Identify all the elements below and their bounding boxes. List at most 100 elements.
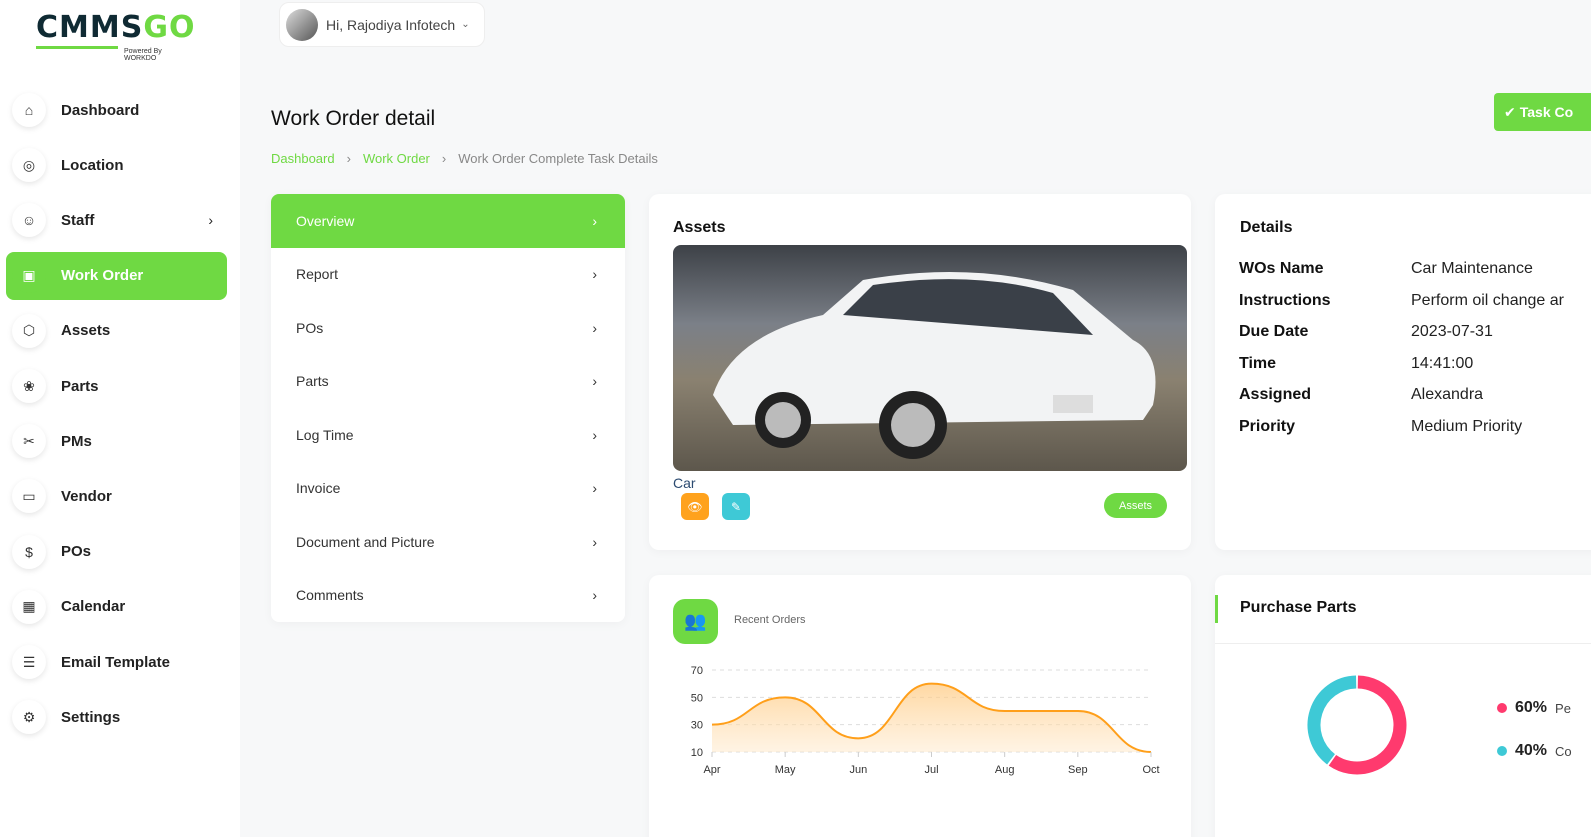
y-tick-label: 30	[691, 720, 703, 732]
x-tick-label: Aug	[995, 764, 1015, 776]
users-icon: 👥	[673, 599, 718, 644]
card-icon: ▭	[12, 479, 46, 514]
sidebar-item-calendar[interactable]: ▦ Calendar	[6, 583, 227, 631]
chevron-down-icon: ⌄	[461, 19, 470, 30]
menu-item-pos[interactable]: POs ›	[296, 319, 597, 336]
sidebar-item-work-order[interactable]: ▣ Work Order	[6, 251, 227, 300]
view-button[interactable]: 👁	[681, 493, 709, 520]
chevron-right-icon: ›	[208, 212, 213, 229]
menu-item-parts[interactable]: Parts ›	[296, 373, 597, 390]
recent-orders-card: 👥 Recent Orders 10 30 50 70 Apr May Jun Jul Aug S…	[649, 575, 1191, 837]
sidebar-item-label: POs	[61, 543, 92, 561]
sidebar-item-label: Settings	[61, 708, 121, 726]
breadcrumb-work-order[interactable]: Work Order	[362, 151, 430, 166]
sidebar-item-label: Work Order	[61, 267, 144, 285]
edit-icon: ✎	[730, 499, 742, 514]
breadcrumb-current: Work Order Complete Task Details	[458, 151, 658, 166]
legend-dot	[1497, 746, 1507, 756]
detail-row: Due Date 2023-07-31	[1239, 323, 1493, 341]
sidebar-item-label: Calendar	[61, 598, 126, 616]
y-tick-label: 50	[691, 692, 703, 704]
chevron-right-icon: ›	[592, 373, 597, 390]
chart-title: Recent Orders	[734, 614, 806, 626]
detail-row: Instructions Perform oil change ar	[1239, 291, 1564, 309]
sidebar-item-location[interactable]: ◎ Location	[6, 141, 227, 189]
menu-item-document-and-picture[interactable]: Document and Picture ›	[296, 533, 597, 550]
area-chart: 10 30 50 70 Apr May Jun Jul Aug Sep Oct	[691, 665, 1160, 776]
legend-dot	[1497, 703, 1507, 713]
chevron-right-icon: ›	[592, 266, 597, 283]
sidebar-item-label: Staff	[61, 211, 95, 229]
x-tick-label: Sep	[1068, 764, 1088, 776]
y-tick-label: 70	[691, 665, 703, 677]
avatar	[286, 8, 318, 41]
menu-item-overview[interactable]: Overview ›	[271, 194, 625, 248]
clipboard-icon: ▣	[12, 258, 46, 293]
assets-badge-button[interactable]: Assets	[1104, 493, 1167, 518]
logo[interactable]: CMMSGO Powered By WORKDO	[36, 10, 196, 62]
legend-item: 40% Co	[1497, 742, 1572, 760]
donut-slice	[1307, 675, 1357, 765]
area-fill	[712, 683, 1151, 752]
breadcrumb: Dashboard › Work Order › Work Order Comple…	[271, 151, 658, 166]
sidebar-item-email-template[interactable]: ☰ Email Template	[6, 638, 227, 686]
sidebar-item-staff[interactable]: ☺ Staff ›	[6, 196, 227, 244]
details-card: Details WOs Name Car Maintenance Instructi…	[1215, 194, 1591, 550]
home-icon: ⌂	[12, 93, 46, 127]
sidebar: CMMSGO Powered By WORKDO ⌂ Dashboard ◎ Loca…	[0, 0, 240, 837]
chevron-right-icon: ›	[592, 480, 597, 497]
task-complete-button[interactable]: ✔ Task Co	[1494, 93, 1591, 131]
detail-menu: Overview › Report › POs › Parts › Log Time › Invoi…	[271, 194, 625, 622]
eye-icon: 👁	[687, 499, 703, 514]
menu-item-report[interactable]: Report ›	[296, 266, 597, 283]
details-title: Details	[1240, 219, 1293, 236]
sidebar-item-label: Parts	[61, 377, 99, 395]
purchase-parts-card: Purchase Parts 60% Pe 40% Co	[1215, 575, 1591, 837]
donut-slice	[1328, 675, 1407, 775]
users-icon: ☺	[12, 203, 46, 238]
calendar-icon: ▦	[12, 589, 46, 624]
chevron-right-icon: ›	[592, 319, 597, 336]
parts-icon: ❀	[12, 369, 46, 403]
x-tick-label: May	[775, 764, 796, 776]
sidebar-item-pms[interactable]: ✂ PMs	[6, 417, 227, 465]
sidebar-item-dashboard[interactable]: ⌂ Dashboard	[6, 86, 227, 134]
y-tick-label: 10	[691, 747, 703, 759]
sidebar-item-vendor[interactable]: ▭ Vendor	[6, 472, 227, 520]
sidebar-item-assets[interactable]: ⬡ Assets	[6, 307, 227, 355]
check-icon: ✔	[1504, 103, 1516, 120]
x-tick-label: Oct	[1142, 764, 1159, 776]
menu-item-invoice[interactable]: Invoice ›	[296, 480, 597, 497]
purchase-parts-title: Purchase Parts	[1240, 599, 1357, 616]
box-icon: ⬡	[12, 313, 46, 348]
edit-button[interactable]: ✎	[722, 493, 750, 520]
sidebar-item-settings[interactable]: ⚙ Settings	[6, 693, 227, 741]
template-icon: ☰	[12, 645, 46, 679]
x-tick-label: Apr	[703, 764, 720, 776]
sidebar-item-label: Vendor	[61, 487, 112, 505]
chevron-right-icon: ›	[592, 426, 597, 443]
user-menu[interactable]: Hi, Rajodiya Infotech ⌄	[279, 2, 485, 47]
menu-item-log-time[interactable]: Log Time ›	[296, 426, 597, 443]
x-tick-label: Jul	[924, 764, 938, 776]
menu-item-comments[interactable]: Comments ›	[296, 587, 597, 604]
legend-item: 60% Pe	[1497, 699, 1571, 717]
sidebar-item-label: PMs	[61, 432, 92, 450]
donut-chart	[1307, 675, 1407, 775]
x-tick-label: Jun	[849, 764, 867, 776]
asset-caption: Car	[673, 475, 696, 491]
sidebar-item-label: Dashboard	[61, 101, 140, 119]
sidebar-item-parts[interactable]: ❀ Parts	[6, 362, 227, 410]
sidebar-item-pos[interactable]: $ POs	[6, 528, 227, 576]
detail-row: Assigned Alexandra	[1239, 386, 1484, 404]
series-line	[711, 682, 1152, 753]
breadcrumb-dashboard[interactable]: Dashboard	[271, 151, 335, 166]
sidebar-item-label: Assets	[61, 322, 111, 340]
chevron-right-icon: ›	[592, 212, 597, 229]
gear-icon: ⚙	[12, 700, 46, 735]
detail-row: Priority Medium Priority	[1239, 418, 1523, 435]
assets-title: Assets	[673, 219, 726, 236]
page-title: Work Order detail	[271, 107, 436, 130]
tools-icon: ✂	[12, 424, 46, 459]
sidebar-item-label: Location	[61, 156, 124, 174]
